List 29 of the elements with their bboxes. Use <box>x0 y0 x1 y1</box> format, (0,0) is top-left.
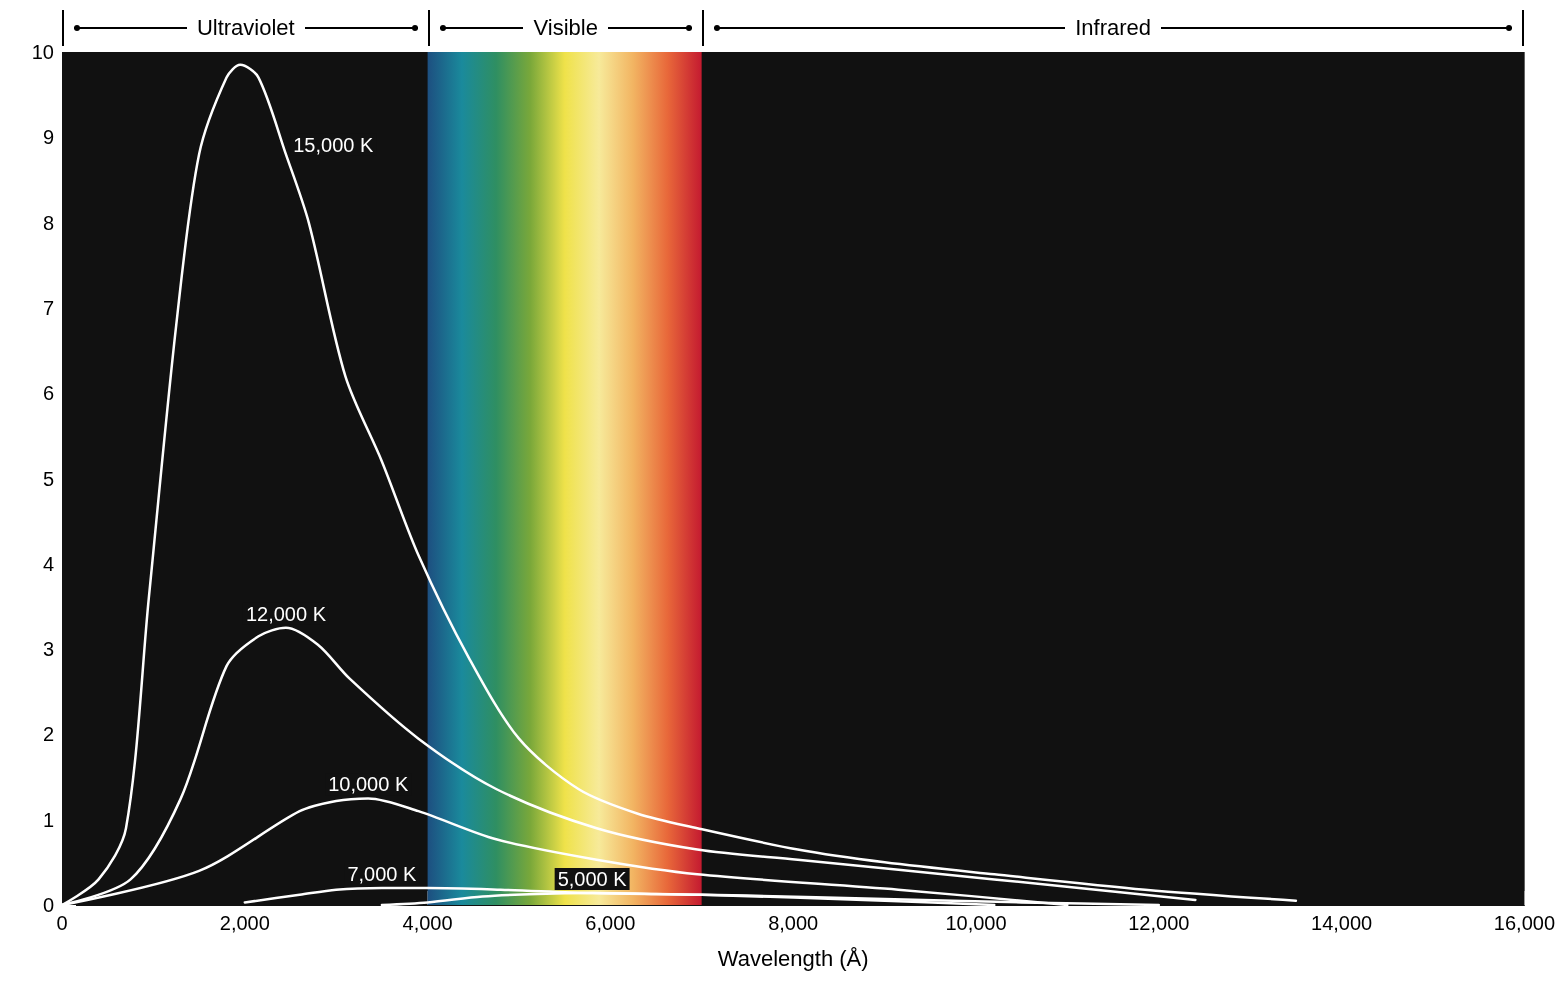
y-tick-label: 7 <box>42 296 54 319</box>
x-axis-title: Wavelength (Å) <box>717 945 869 971</box>
band-label: Infrared <box>1065 15 1161 41</box>
x-tick-label: 6,000 <box>585 912 636 934</box>
x-tick-label: 8,000 <box>768 912 819 934</box>
y-tick-label: 5 <box>42 467 54 490</box>
x-tick-label: 2,000 <box>219 912 270 934</box>
y-tick-label: 1 <box>42 808 54 831</box>
y-tick-label: 3 <box>42 638 54 661</box>
y-tick-label: 8 <box>42 211 54 234</box>
x-tick-label: 0 <box>56 912 68 934</box>
x-tick-label: 16,000 <box>1493 912 1555 934</box>
y-tick-label: 0 <box>42 894 54 916</box>
x-tick-label: 12,000 <box>1128 912 1190 934</box>
series-label: 15,000 K <box>293 133 374 156</box>
y-tick-label: 9 <box>42 126 54 149</box>
y-tick-label: 2 <box>42 723 54 746</box>
series-label: 12,000 K <box>245 602 327 625</box>
series-label: 5,000 K <box>557 868 628 891</box>
y-tick-label: 4 <box>42 552 54 575</box>
y-tick-label: 6 <box>42 382 54 405</box>
x-tick-label: 4,000 <box>402 912 453 934</box>
series-label: 7,000 K <box>347 862 418 885</box>
band-label: Visible <box>523 15 608 41</box>
series-label: 10,000 K <box>328 773 409 796</box>
x-tick-label: 10,000 <box>945 912 1007 934</box>
x-tick-label: 14,000 <box>1311 912 1373 934</box>
band-label: Ultraviolet <box>186 15 305 41</box>
y-tick-label: 10 <box>31 41 54 63</box>
